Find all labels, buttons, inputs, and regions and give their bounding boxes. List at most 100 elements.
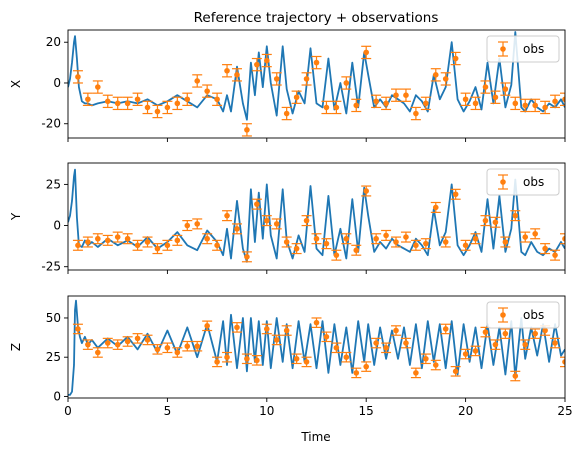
observation-point [490,90,501,104]
y-tick-label: 0 [53,76,61,90]
observation-point [550,337,561,349]
y-axis-label-x: X [9,80,23,88]
observation-point [291,90,302,104]
legend-marker [498,174,508,190]
observation-point [152,243,163,255]
observation-point [450,366,461,377]
observation-point [410,106,421,121]
x-tick-label: 0 [64,404,72,418]
observation-point [112,231,123,243]
observation-point [440,72,451,86]
observation-point [500,82,511,96]
observation-point [222,64,233,78]
observation-point [381,342,392,354]
observation-point [560,356,565,368]
observation-point [331,249,342,261]
observation-point [321,238,332,250]
observation-point [241,123,252,137]
plot-area-x [68,31,565,137]
observation-point [261,323,272,335]
y-tick-label: 25 [46,177,61,191]
observation-point [202,320,213,332]
y-axis-label-y: Y [9,212,23,221]
y-tick-label: 20 [46,35,61,49]
observation-point [420,353,431,365]
observation-point [351,367,362,379]
observation-point [231,68,242,82]
observation-point [122,336,133,347]
observation-point [202,233,213,245]
observation-point [212,92,223,106]
observation-point [400,337,411,349]
observation-point [132,92,143,106]
observation-point [172,234,183,246]
observation-point [430,359,441,371]
legend-label: obs [523,308,544,322]
observation-point [132,333,143,344]
observation-point [231,322,242,333]
observation-point [182,220,193,232]
observation-point [361,185,372,197]
y-tick-label: 0 [53,219,61,233]
observation-point [182,92,193,106]
observation-point [192,74,203,88]
observation-point [550,249,561,261]
observation-point [192,340,203,352]
observation-point [440,236,451,248]
observation-point [361,361,372,372]
observation-point [400,88,411,102]
observation-point [72,70,83,84]
x-tick-label: 15 [359,404,374,418]
observation-point [311,233,322,245]
observation-point [222,210,233,222]
observation-point [281,236,292,248]
observation-point [460,92,471,106]
observation-point [192,218,203,230]
observation-point [381,229,392,241]
observation-point [82,339,93,350]
axes-frame-y [67,162,566,271]
observation-point [341,76,352,90]
observation-point [520,98,531,113]
observation-point [371,233,382,245]
observation-point [341,233,352,245]
observation-point [490,216,501,228]
observation-point [500,236,511,248]
observation-point [391,88,402,102]
observation-point [381,96,392,111]
legend-marker [498,307,508,323]
observation-point [520,339,531,350]
observation-point [222,351,233,363]
observation-point [410,239,421,251]
observation-point [251,355,262,366]
observation-point [301,72,312,86]
observation-point [420,96,431,111]
observation-point [182,340,193,352]
observation-point [162,239,173,251]
observation-point [72,239,83,251]
observation-point [261,215,272,227]
observation-point [351,98,362,113]
legend-marker [498,41,508,57]
observation-point [271,334,282,346]
observation-point [92,347,103,358]
observation-point [212,356,223,368]
observation-point [72,323,83,335]
observation-point [102,94,113,109]
observation-point [301,356,312,368]
legend-x: obs [486,35,560,63]
observation-point [142,236,153,248]
observation-point [430,201,441,213]
observation-point [550,94,561,109]
observation-point [500,328,511,339]
y-tick-label: 25 [46,350,61,364]
observation-point [132,239,143,251]
observation-point [470,96,481,111]
observation-point [510,210,521,222]
observation-point [291,353,302,365]
observation-point [261,53,272,68]
observation-point [152,104,163,119]
observation-point [162,342,173,354]
